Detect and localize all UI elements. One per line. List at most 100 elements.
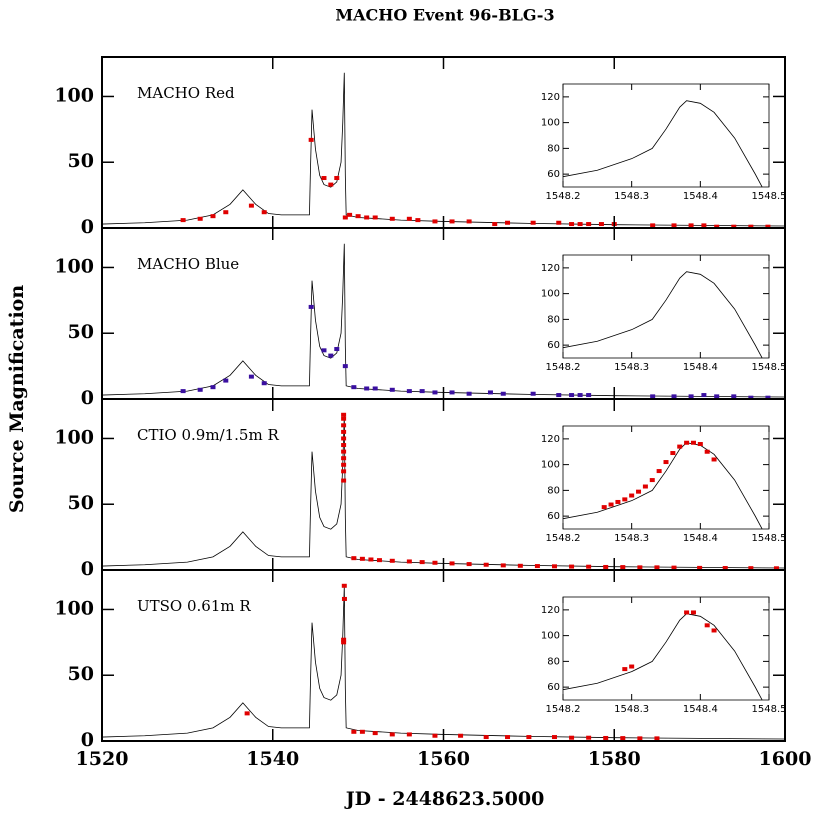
y-tick-label: 50 xyxy=(68,663,94,685)
x-axis-label: JD - 2448623.5000 xyxy=(344,788,545,810)
data-point xyxy=(389,732,395,737)
panel: 0 50 100 CTIO 0.9m/1.5m R 60 80 100 120 1548.2 15… xyxy=(54,398,787,580)
data-point xyxy=(487,390,493,395)
inset-x-tick-label: 1548.3 xyxy=(614,362,649,373)
data-point xyxy=(636,489,642,494)
data-point xyxy=(364,215,370,220)
inset-frame xyxy=(562,425,770,530)
data-point xyxy=(649,478,655,483)
data-point xyxy=(556,393,562,398)
data-point xyxy=(406,216,412,221)
data-point xyxy=(569,222,575,227)
inset-y-tick-label: 100 xyxy=(541,460,560,471)
data-point xyxy=(671,394,677,399)
data-point xyxy=(598,222,604,227)
data-point xyxy=(505,735,511,740)
inset-y-tick-label: 100 xyxy=(541,289,560,300)
data-point xyxy=(389,216,395,221)
data-point xyxy=(690,440,696,445)
data-point xyxy=(629,493,635,498)
data-point xyxy=(586,222,592,227)
data-point xyxy=(551,564,557,569)
data-point xyxy=(197,216,203,221)
inset-y-tick-label: 120 xyxy=(541,92,560,103)
data-point xyxy=(432,560,438,565)
inset-model-curve xyxy=(563,442,763,529)
y-tick-label: 50 xyxy=(68,321,94,343)
data-point xyxy=(466,219,472,224)
data-point xyxy=(341,456,347,461)
data-point xyxy=(351,729,357,734)
data-point xyxy=(731,394,737,399)
inset-x-tick-label: 1548.2 xyxy=(546,704,581,715)
data-point xyxy=(517,563,523,568)
data-point xyxy=(500,563,506,568)
data-point xyxy=(449,219,455,224)
data-point xyxy=(577,393,583,398)
data-point xyxy=(601,505,607,510)
data-point xyxy=(688,394,694,399)
data-point xyxy=(701,223,707,228)
data-point xyxy=(773,566,779,570)
data-point xyxy=(432,733,438,738)
data-point xyxy=(223,210,229,215)
data-point xyxy=(684,610,690,615)
data-point xyxy=(714,394,720,399)
data-point xyxy=(690,610,696,615)
data-point xyxy=(556,220,562,225)
data-point xyxy=(620,736,626,741)
data-point xyxy=(466,562,472,567)
data-point xyxy=(586,393,592,398)
data-point xyxy=(603,564,609,569)
data-point xyxy=(406,732,412,737)
inset-y-tick-label: 120 xyxy=(541,605,560,616)
data-point xyxy=(569,564,575,569)
data-point xyxy=(765,224,771,228)
data-point xyxy=(654,736,660,741)
data-point xyxy=(334,347,340,352)
data-point xyxy=(341,436,347,441)
data-point xyxy=(608,502,614,507)
data-point xyxy=(663,460,669,465)
data-point xyxy=(341,640,347,645)
inset-x-tick-label: 1548.4 xyxy=(683,533,718,544)
data-point xyxy=(526,735,532,740)
y-tick-label: 100 xyxy=(54,84,94,106)
inset-x-tick-label: 1548.4 xyxy=(683,362,718,373)
data-point xyxy=(577,222,583,227)
data-point xyxy=(466,391,472,396)
y-axis-label: Source Magnification xyxy=(6,285,28,514)
panel-label: UTSO 0.61m R xyxy=(137,597,251,615)
data-point xyxy=(505,220,511,225)
inset-y-tick-label: 60 xyxy=(547,169,560,180)
y-tick-label: 0 xyxy=(81,216,94,238)
inset-x-tick-label: 1548.3 xyxy=(614,191,649,202)
data-point xyxy=(372,215,378,220)
data-point xyxy=(334,176,340,181)
data-point xyxy=(261,381,267,386)
data-point xyxy=(341,443,347,448)
inset-model-curve xyxy=(563,271,763,358)
data-point xyxy=(341,462,347,467)
data-point xyxy=(458,733,464,738)
data-point xyxy=(432,390,438,395)
data-point xyxy=(622,667,628,672)
data-point xyxy=(372,386,378,391)
data-point xyxy=(671,223,677,228)
panel-label: MACHO Red xyxy=(137,84,235,102)
data-point xyxy=(180,389,186,394)
inset-y-tick-label: 80 xyxy=(547,485,560,496)
inset-x-tick-label: 1548.5 xyxy=(752,362,787,373)
data-point xyxy=(432,219,438,224)
inset-bg xyxy=(563,426,769,529)
data-point xyxy=(500,391,506,396)
data-point xyxy=(637,736,643,741)
panel-label: CTIO 0.9m/1.5m R xyxy=(137,426,279,444)
data-point xyxy=(534,564,540,569)
inset-bg xyxy=(563,597,769,700)
data-point xyxy=(650,223,656,228)
inset-y-tick-label: 60 xyxy=(547,682,560,693)
data-point xyxy=(180,218,186,223)
data-point xyxy=(620,565,626,570)
